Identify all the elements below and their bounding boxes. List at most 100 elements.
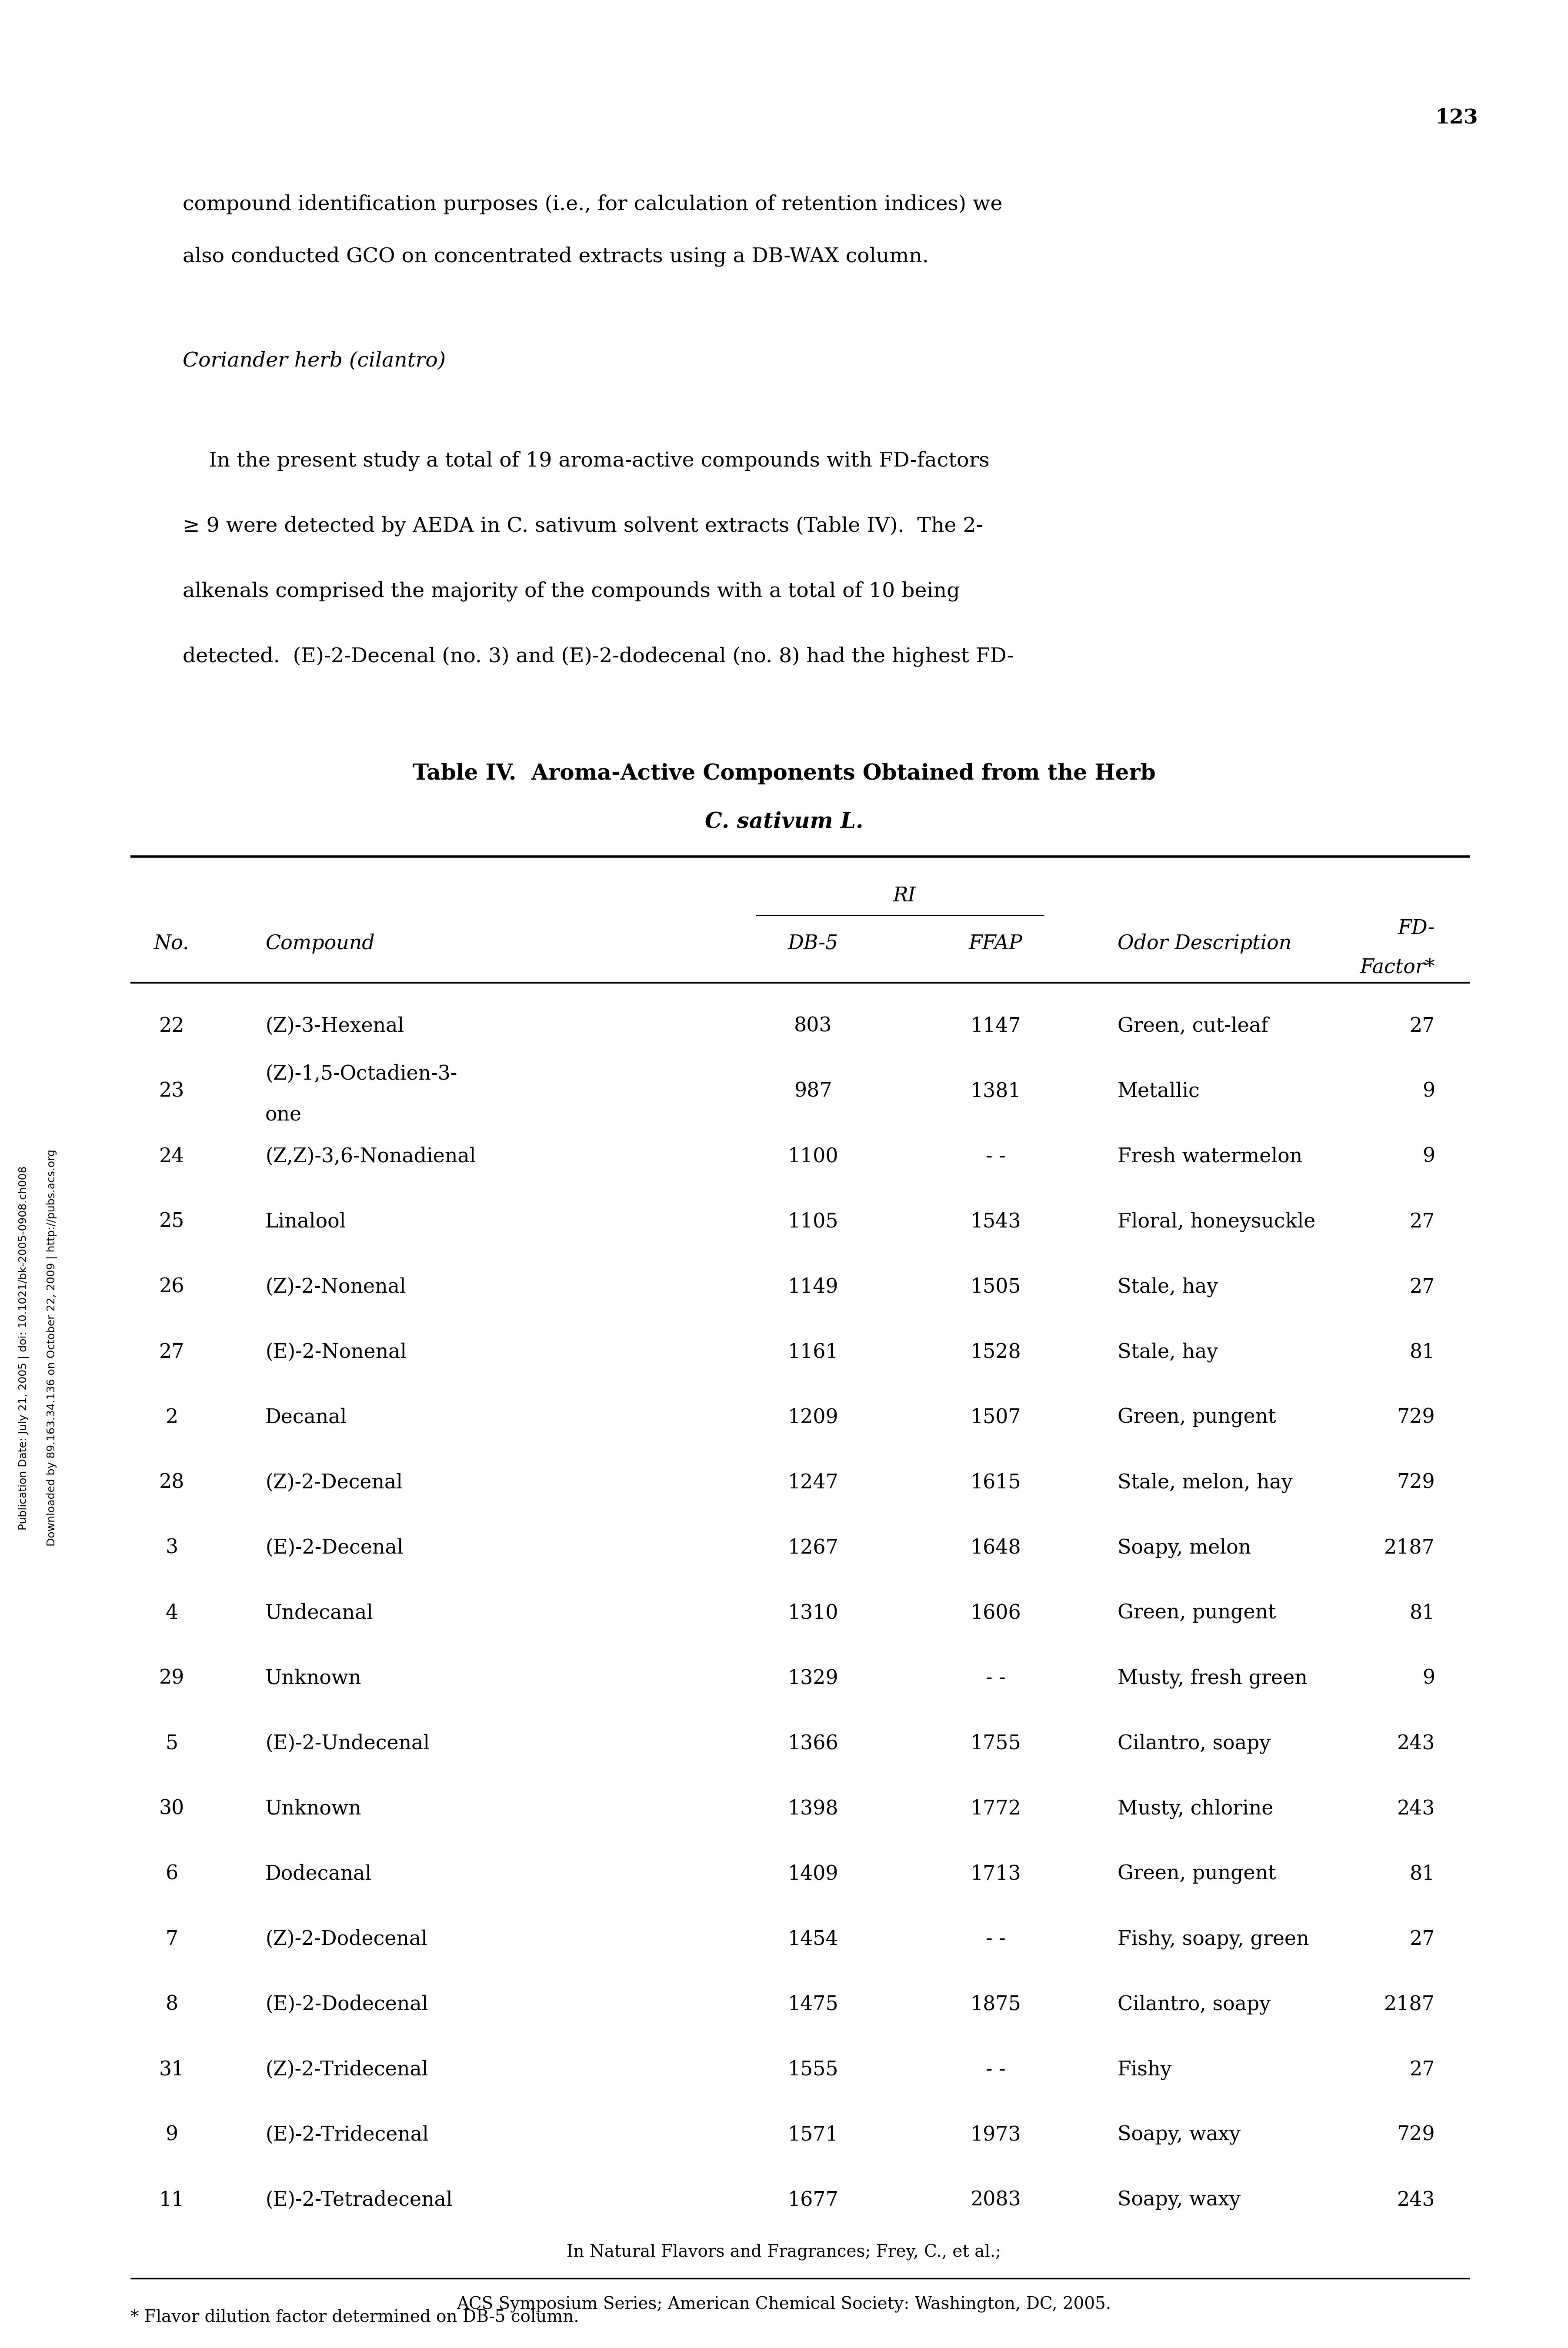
Text: 1528: 1528 bbox=[971, 1343, 1021, 1362]
Text: 2187: 2187 bbox=[1385, 1996, 1435, 2015]
Text: (E)-2-Dodecenal: (E)-2-Dodecenal bbox=[265, 1996, 428, 2015]
Text: In Natural Flavors and Fragrances; Frey, C., et al.;: In Natural Flavors and Fragrances; Frey,… bbox=[566, 2245, 1002, 2261]
Text: 5: 5 bbox=[166, 1733, 179, 1754]
Text: Factor*: Factor* bbox=[1359, 958, 1435, 977]
Text: 243: 243 bbox=[1397, 1799, 1435, 1820]
Text: Linalool: Linalool bbox=[265, 1212, 347, 1233]
Text: Stale, hay: Stale, hay bbox=[1118, 1343, 1218, 1362]
Text: (E)-2-Tridecenal: (E)-2-Tridecenal bbox=[265, 2125, 428, 2144]
Text: 729: 729 bbox=[1397, 2125, 1435, 2144]
Text: (E)-2-Tetradecenal: (E)-2-Tetradecenal bbox=[265, 2191, 453, 2209]
Text: - -: - - bbox=[986, 1669, 1005, 1688]
Text: (Z)-1,5-Octadien-3-: (Z)-1,5-Octadien-3- bbox=[265, 1064, 458, 1085]
Text: Musty, chlorine: Musty, chlorine bbox=[1118, 1799, 1273, 1820]
Text: detected.  (E)-2-Decenal (no. 3) and (E)-2-dodecenal (no. 8) had the highest FD-: detected. (E)-2-Decenal (no. 3) and (E)-… bbox=[182, 646, 1014, 667]
Text: 1409: 1409 bbox=[787, 1864, 839, 1883]
Text: 9: 9 bbox=[1422, 1146, 1435, 1167]
Text: 27: 27 bbox=[1410, 1212, 1435, 1233]
Text: (E)-2-Undecenal: (E)-2-Undecenal bbox=[265, 1733, 430, 1754]
Text: Unknown: Unknown bbox=[265, 1669, 362, 1688]
Text: Green, pungent: Green, pungent bbox=[1118, 1604, 1276, 1622]
Text: FFAP: FFAP bbox=[969, 935, 1022, 953]
Text: 1543: 1543 bbox=[971, 1212, 1021, 1233]
Text: ACS Symposium Series; American Chemical Society: Washington, DC, 2005.: ACS Symposium Series; American Chemical … bbox=[456, 2296, 1112, 2313]
Text: 3: 3 bbox=[166, 1538, 179, 1557]
Text: Stale, hay: Stale, hay bbox=[1118, 1277, 1218, 1296]
Text: Publication Date: July 21, 2005 | doi: 10.1021/bk-2005-0908.ch008: Publication Date: July 21, 2005 | doi: 1… bbox=[19, 1167, 30, 1531]
Text: 30: 30 bbox=[158, 1799, 185, 1820]
Text: Stale, melon, hay: Stale, melon, hay bbox=[1118, 1472, 1292, 1493]
Text: Soapy, waxy: Soapy, waxy bbox=[1118, 2191, 1240, 2209]
Text: ≥ 9 were detected by AEDA in C. sativum solvent extracts (Table IV).  The 2-: ≥ 9 were detected by AEDA in C. sativum … bbox=[182, 517, 983, 535]
Text: Musty, fresh green: Musty, fresh green bbox=[1118, 1669, 1308, 1688]
Text: one: one bbox=[265, 1106, 301, 1125]
Text: Soapy, waxy: Soapy, waxy bbox=[1118, 2125, 1240, 2144]
Text: 1755: 1755 bbox=[971, 1733, 1021, 1754]
Text: 1147: 1147 bbox=[971, 1017, 1021, 1035]
Text: 9: 9 bbox=[1422, 1669, 1435, 1688]
Text: 1149: 1149 bbox=[787, 1277, 839, 1296]
Text: Soapy, melon: Soapy, melon bbox=[1118, 1538, 1251, 1557]
Text: 1329: 1329 bbox=[787, 1669, 839, 1688]
Text: 1475: 1475 bbox=[787, 1996, 839, 2015]
Text: 1648: 1648 bbox=[971, 1538, 1021, 1557]
Text: 1247: 1247 bbox=[787, 1472, 839, 1493]
Text: 803: 803 bbox=[793, 1017, 833, 1035]
Text: 2187: 2187 bbox=[1385, 1538, 1435, 1557]
Text: No.: No. bbox=[154, 935, 190, 953]
Text: Compound: Compound bbox=[265, 935, 375, 953]
Text: C. sativum L.: C. sativum L. bbox=[704, 810, 864, 834]
Text: alkenals comprised the majority of the compounds with a total of 10 being: alkenals comprised the majority of the c… bbox=[182, 582, 960, 601]
Text: 2083: 2083 bbox=[971, 2191, 1021, 2209]
Text: 1310: 1310 bbox=[787, 1604, 839, 1622]
Text: 81: 81 bbox=[1410, 1864, 1435, 1883]
Text: compound identification purposes (i.e., for calculation of retention indices) we: compound identification purposes (i.e., … bbox=[182, 195, 1002, 214]
Text: * Flavor dilution factor determined on DB-5 column.: * Flavor dilution factor determined on D… bbox=[130, 2310, 579, 2325]
Text: 7: 7 bbox=[165, 1930, 179, 1949]
Text: 27: 27 bbox=[1410, 1017, 1435, 1035]
Text: 729: 729 bbox=[1397, 1472, 1435, 1493]
Text: Green, pungent: Green, pungent bbox=[1118, 1409, 1276, 1428]
Text: 1454: 1454 bbox=[787, 1930, 839, 1949]
Text: 1398: 1398 bbox=[787, 1799, 839, 1820]
Text: 243: 243 bbox=[1397, 1733, 1435, 1754]
Text: 1555: 1555 bbox=[787, 2059, 839, 2080]
Text: Downloaded by 89.163.34.136 on October 22, 2009 | http://pubs.acs.org: Downloaded by 89.163.34.136 on October 2… bbox=[47, 1151, 58, 1547]
Text: Metallic: Metallic bbox=[1118, 1082, 1200, 1101]
Text: 27: 27 bbox=[1410, 1930, 1435, 1949]
Text: Odor Description: Odor Description bbox=[1118, 935, 1292, 953]
Text: 31: 31 bbox=[158, 2059, 185, 2080]
Text: 987: 987 bbox=[793, 1082, 833, 1101]
Text: 729: 729 bbox=[1397, 1409, 1435, 1428]
Text: 22: 22 bbox=[158, 1017, 185, 1035]
Text: Dodecanal: Dodecanal bbox=[265, 1864, 372, 1883]
Text: (Z)-2-Nonenal: (Z)-2-Nonenal bbox=[265, 1277, 406, 1296]
Text: 11: 11 bbox=[158, 2191, 185, 2209]
Text: Fresh watermelon: Fresh watermelon bbox=[1118, 1146, 1303, 1167]
Text: (Z)-3-Hexenal: (Z)-3-Hexenal bbox=[265, 1017, 405, 1035]
Text: (Z)-2-Decenal: (Z)-2-Decenal bbox=[265, 1472, 403, 1493]
Text: 1209: 1209 bbox=[787, 1409, 839, 1428]
Text: (Z)-2-Tridecenal: (Z)-2-Tridecenal bbox=[265, 2059, 428, 2080]
Text: 1366: 1366 bbox=[787, 1733, 839, 1754]
Text: 1713: 1713 bbox=[971, 1864, 1021, 1883]
Text: 2: 2 bbox=[165, 1409, 179, 1428]
Text: Unknown: Unknown bbox=[265, 1799, 362, 1820]
Text: 29: 29 bbox=[158, 1669, 185, 1688]
Text: Decanal: Decanal bbox=[265, 1409, 347, 1428]
Text: - -: - - bbox=[986, 2059, 1005, 2080]
Text: (E)-2-Decenal: (E)-2-Decenal bbox=[265, 1538, 403, 1557]
Text: (Z)-2-Dodecenal: (Z)-2-Dodecenal bbox=[265, 1930, 428, 1949]
Text: 6: 6 bbox=[165, 1864, 179, 1883]
Text: 27: 27 bbox=[1410, 2059, 1435, 2080]
Text: 243: 243 bbox=[1397, 2191, 1435, 2209]
Text: 1606: 1606 bbox=[971, 1604, 1021, 1622]
Text: (Z,Z)-3,6-Nonadienal: (Z,Z)-3,6-Nonadienal bbox=[265, 1146, 475, 1167]
Text: 28: 28 bbox=[158, 1472, 185, 1493]
Text: 1973: 1973 bbox=[971, 2125, 1021, 2144]
Text: 81: 81 bbox=[1410, 1604, 1435, 1622]
Text: FD-: FD- bbox=[1399, 918, 1435, 939]
Text: 27: 27 bbox=[158, 1343, 185, 1362]
Text: (E)-2-Nonenal: (E)-2-Nonenal bbox=[265, 1343, 406, 1362]
Text: In the present study a total of 19 aroma-active compounds with FD-factors: In the present study a total of 19 aroma… bbox=[182, 451, 989, 472]
